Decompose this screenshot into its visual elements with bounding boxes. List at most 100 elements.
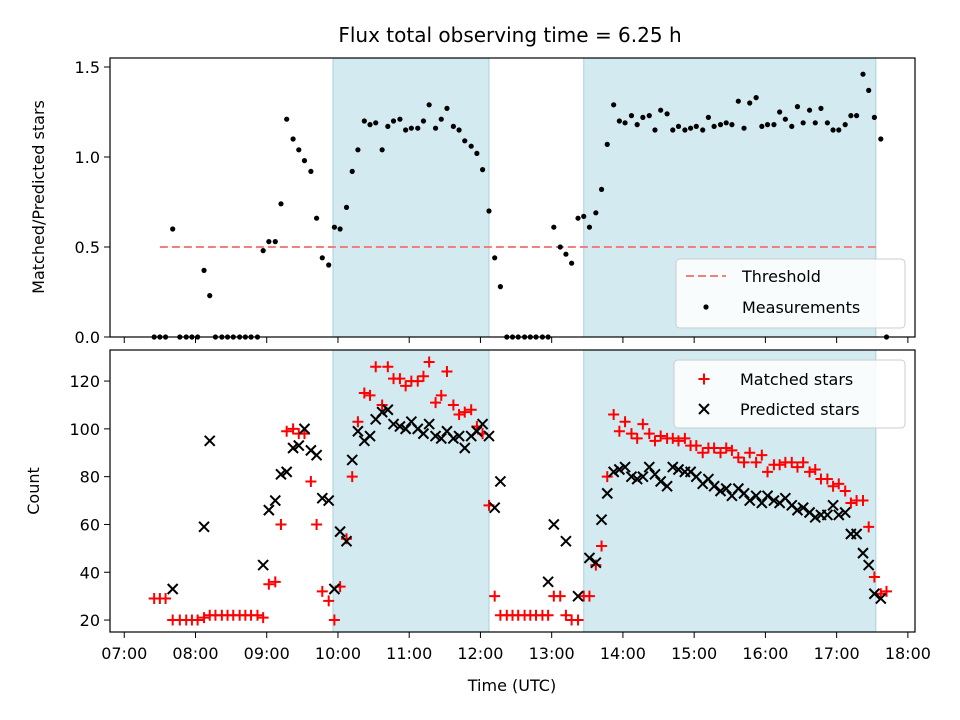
measurement-point: [319, 255, 325, 261]
predicted-star-marker: [833, 509, 845, 521]
matched-star-marker: [797, 456, 809, 468]
predicted-star-marker: [423, 418, 435, 430]
measurement-point: [598, 186, 605, 192]
predicted-star-marker: [708, 480, 720, 492]
predicted-star-marker: [376, 406, 388, 418]
measurement-point: [652, 127, 658, 133]
matched-star-marker: [311, 518, 323, 530]
predicted-star-marker: [654, 475, 667, 488]
predicted-star-marker: [352, 425, 364, 437]
predicted-star-marker: [720, 482, 732, 495]
ratio-y-axis-label: Matched/Predicted stars: [29, 100, 48, 294]
measurement-point: [296, 147, 302, 153]
predicted-star-marker: [483, 430, 495, 442]
measurement-point: [771, 122, 777, 128]
measurement-point: [664, 111, 670, 117]
predicted-star-marker: [476, 418, 489, 430]
matched-star-marker: [744, 447, 756, 459]
matched-star-marker: [441, 366, 453, 378]
predicted-star-marker: [257, 559, 269, 571]
predicted-star-marker: [399, 423, 412, 435]
measurement-point: [278, 201, 284, 207]
count-x-tick-label: 15:00: [671, 644, 717, 663]
measurement-point: [741, 125, 747, 131]
measurement-point: [497, 284, 503, 290]
predicted-star-marker: [643, 461, 655, 473]
matched-star-marker: [643, 428, 655, 440]
measurement-point: [723, 120, 729, 126]
matched-star-marker: [459, 406, 471, 418]
measurement-point: [729, 122, 735, 128]
matched-star-marker: [323, 595, 335, 607]
matched-star-marker: [257, 612, 269, 624]
predicted-star-marker: [560, 535, 572, 547]
matched-star-marker: [560, 609, 572, 621]
measurement-point: [878, 136, 884, 142]
predicted-star-marker: [637, 470, 649, 483]
count-x-tick-label: 16:00: [742, 644, 788, 663]
measurement-point: [474, 150, 480, 156]
count-y-tick-label: 40: [80, 563, 100, 582]
matched-star-marker: [596, 540, 608, 552]
predicted-star-marker: [429, 430, 442, 442]
predicted-star-marker: [625, 470, 638, 483]
matched-star-marker: [364, 389, 376, 401]
predicted-star-marker: [435, 432, 447, 445]
measurement-point: [438, 116, 444, 122]
matched-star-marker: [572, 614, 584, 626]
measurement-point: [717, 122, 724, 128]
matched-star-marker: [346, 471, 358, 483]
matched-star-marker: [809, 463, 821, 475]
predicted-star-marker: [316, 492, 328, 504]
predicted-star-marker: [334, 525, 346, 538]
measurement-point: [789, 123, 795, 129]
measurement-point: [842, 122, 848, 128]
matched-star-marker: [542, 609, 554, 621]
count-y-tick-label: 60: [80, 515, 100, 534]
predicted-star-marker: [738, 487, 750, 500]
measurement-point: [604, 141, 610, 147]
measurement-point: [415, 125, 421, 131]
matched-star-marker: [435, 389, 447, 401]
matched-star-marker: [447, 399, 459, 411]
predicted-star-marker: [756, 497, 768, 509]
measurement-point: [367, 122, 373, 128]
measurement-point: [403, 127, 409, 133]
predicted-star-marker: [417, 427, 430, 440]
matched-star-marker: [679, 432, 691, 444]
matched-star-marker: [453, 409, 465, 421]
count-x-tick-label: 07:00: [101, 644, 147, 663]
count-y-tick-label: 120: [69, 372, 100, 391]
predicted-star-marker: [850, 528, 863, 540]
predicted-star-marker: [797, 502, 809, 514]
measurement-point: [670, 127, 676, 133]
measurement-point: [373, 120, 379, 126]
matched-star-marker: [804, 466, 816, 478]
predicted-star-marker: [394, 420, 406, 433]
measurement-point: [682, 127, 688, 133]
count-x-tick-label: 09:00: [244, 644, 290, 663]
predicted-star-marker: [293, 439, 305, 452]
matched-star-marker: [601, 471, 613, 483]
predicted-star-marker: [263, 504, 275, 516]
predicted-star-marker: [667, 461, 679, 473]
ratio-y-tick-label: 0.0: [75, 328, 100, 347]
measurement-point: [207, 293, 213, 299]
predicted-star-marker: [198, 521, 210, 533]
predicted-star-marker: [613, 463, 626, 476]
measurement-point: [479, 167, 486, 173]
measurement-point: [551, 224, 557, 230]
matched-star-marker: [305, 475, 317, 487]
count-legend-box: [673, 359, 906, 429]
matched-star-marker: [708, 442, 720, 454]
matched-star-marker: [833, 478, 845, 490]
matched-star-marker: [281, 425, 293, 437]
predicted-star-marker: [166, 583, 179, 595]
measurement-point: [486, 208, 492, 214]
measurement-point: [593, 210, 599, 216]
measurement-point: [426, 102, 432, 108]
predicted-star-marker: [364, 430, 376, 442]
matched-star-marker: [430, 397, 442, 409]
measurement-point: [308, 168, 314, 174]
